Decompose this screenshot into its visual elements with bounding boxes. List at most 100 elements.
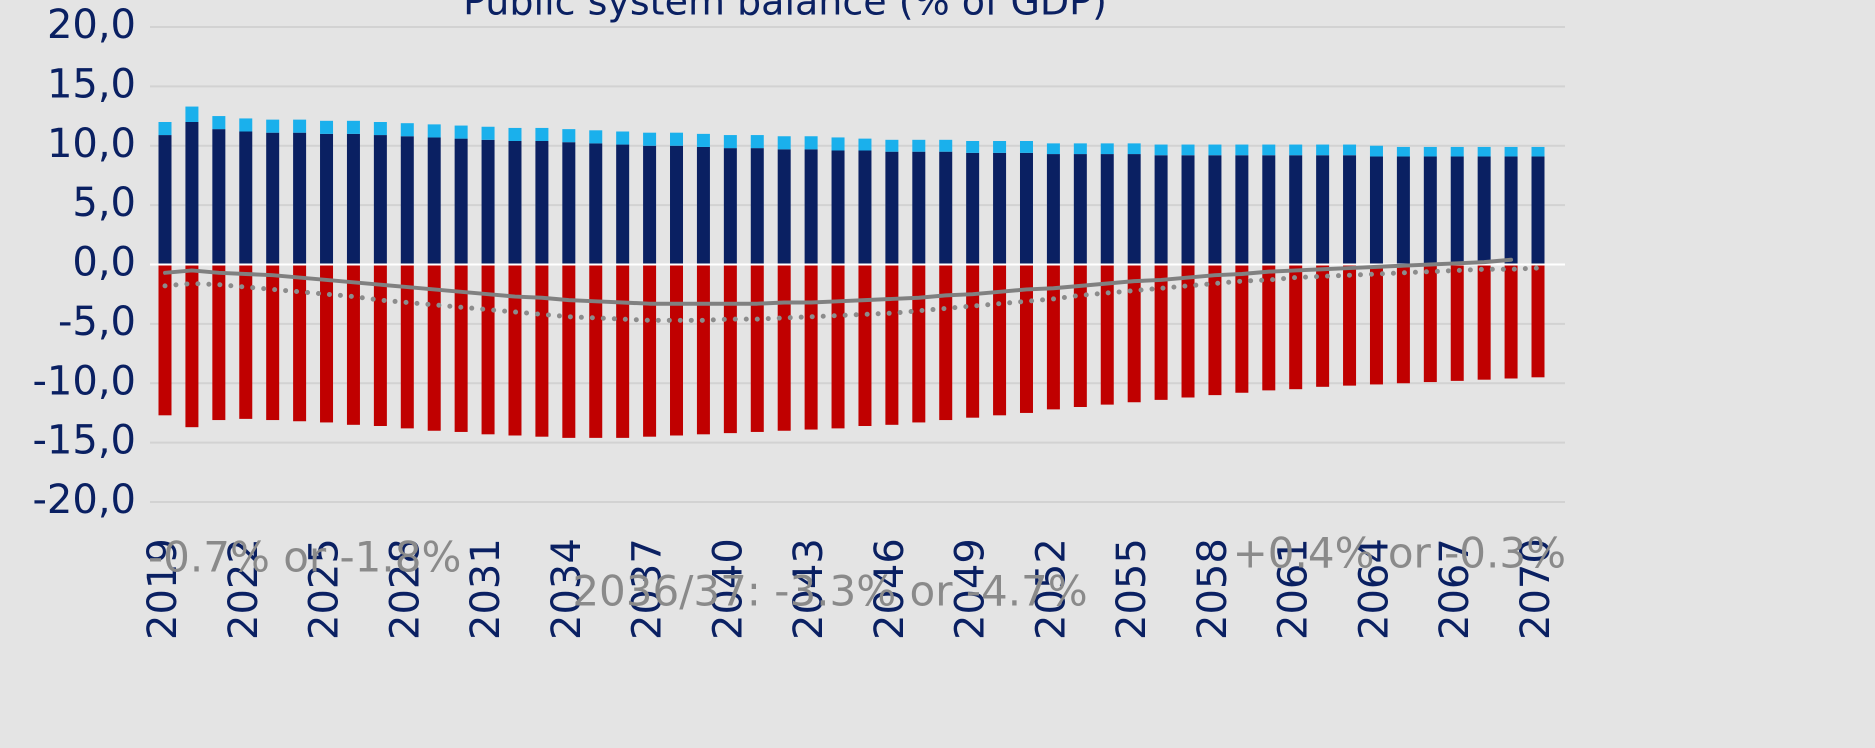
- bar: [373, 135, 387, 265]
- bar: [346, 264, 360, 425]
- bar: [858, 264, 872, 426]
- bar: [1477, 156, 1491, 265]
- bar: [777, 264, 791, 431]
- bar: [1073, 154, 1087, 265]
- bar: [481, 264, 495, 435]
- bar: [1100, 154, 1114, 265]
- x-tick-label: 2052: [1028, 538, 1074, 640]
- bar: [1046, 264, 1060, 410]
- bar: [346, 120, 360, 134]
- bar: [616, 131, 630, 145]
- bar: [293, 264, 307, 422]
- bar: [670, 145, 684, 265]
- bar: [535, 141, 549, 265]
- bar: [1208, 264, 1222, 396]
- bar: [212, 129, 226, 265]
- bar: [1289, 264, 1303, 390]
- bar: [804, 136, 818, 150]
- y-tick-label: 5,0: [72, 180, 136, 226]
- bar: [723, 135, 737, 149]
- bar: [1369, 264, 1383, 385]
- line-series: [162, 265, 1541, 323]
- x-tick-label: 2031: [463, 538, 509, 640]
- bar: [858, 138, 872, 151]
- bar: [1396, 156, 1410, 265]
- bar: [454, 138, 468, 265]
- bar: [1423, 156, 1437, 265]
- bar: [1477, 264, 1491, 380]
- bar: [643, 132, 657, 146]
- bar: [1262, 264, 1276, 391]
- bar: [1343, 155, 1357, 265]
- bar: [185, 122, 199, 265]
- x-tick-label: 2058: [1190, 538, 1236, 640]
- x-tick-label: 2040: [705, 538, 751, 640]
- bar: [643, 145, 657, 265]
- y-tick-label: 15,0: [47, 61, 136, 107]
- x-tick-label: 2046: [867, 538, 913, 640]
- bar: [993, 264, 1007, 416]
- bar: [508, 127, 522, 141]
- x-tick-label: 2043: [786, 538, 832, 640]
- bar: [616, 144, 630, 265]
- bar: [643, 264, 657, 437]
- bar: [266, 264, 280, 421]
- bar: [912, 139, 926, 152]
- y-tick-label: -20,0: [33, 477, 137, 523]
- bar: [158, 264, 172, 416]
- bar: [939, 264, 953, 421]
- bar: [158, 122, 172, 136]
- bar: [1316, 264, 1330, 387]
- bar: [1073, 264, 1087, 407]
- bar: [1531, 146, 1545, 157]
- bar: [831, 137, 845, 151]
- bar: [1450, 156, 1464, 265]
- bar: [1181, 155, 1195, 265]
- bar: [266, 132, 280, 265]
- x-tick-label: 2055: [1109, 538, 1155, 640]
- x-tick-label: 2070: [1513, 538, 1559, 640]
- bar: [212, 116, 226, 130]
- bar: [1369, 156, 1383, 265]
- x-tick-label: 2049: [948, 538, 994, 640]
- bar: [427, 124, 441, 138]
- bar: [939, 139, 953, 152]
- bar: [1181, 144, 1195, 156]
- bar: [373, 264, 387, 426]
- bar: [1262, 144, 1276, 156]
- bar: [1019, 141, 1033, 153]
- annotation: +0.4% or -0.3%: [1233, 529, 1566, 578]
- bar: [1531, 264, 1545, 378]
- bar: [373, 122, 387, 136]
- bar: [400, 136, 414, 265]
- bar: [1396, 146, 1410, 157]
- bar: [1100, 264, 1114, 405]
- bar: [1154, 264, 1168, 400]
- bar: [562, 264, 576, 438]
- bar: [777, 149, 791, 265]
- bar: [1235, 155, 1249, 265]
- bar: [454, 125, 468, 139]
- bar: [885, 264, 899, 425]
- bar: [239, 118, 253, 132]
- x-tick-label: 2037: [625, 538, 671, 640]
- bar: [885, 139, 899, 152]
- bar: [1504, 146, 1518, 157]
- bar: [535, 127, 549, 141]
- bar: [1046, 154, 1060, 265]
- bar: [939, 151, 953, 265]
- bar: [266, 119, 280, 133]
- bar: [1208, 144, 1222, 156]
- bar: [966, 152, 980, 265]
- bar: [1046, 143, 1060, 155]
- bar: [831, 264, 845, 429]
- bar: [831, 150, 845, 265]
- bar: [696, 133, 710, 147]
- x-tick-label: 2067: [1432, 538, 1478, 640]
- bar: [723, 148, 737, 265]
- bar: [966, 264, 980, 418]
- bar: [993, 141, 1007, 153]
- bar: [320, 264, 334, 423]
- bar: [293, 132, 307, 265]
